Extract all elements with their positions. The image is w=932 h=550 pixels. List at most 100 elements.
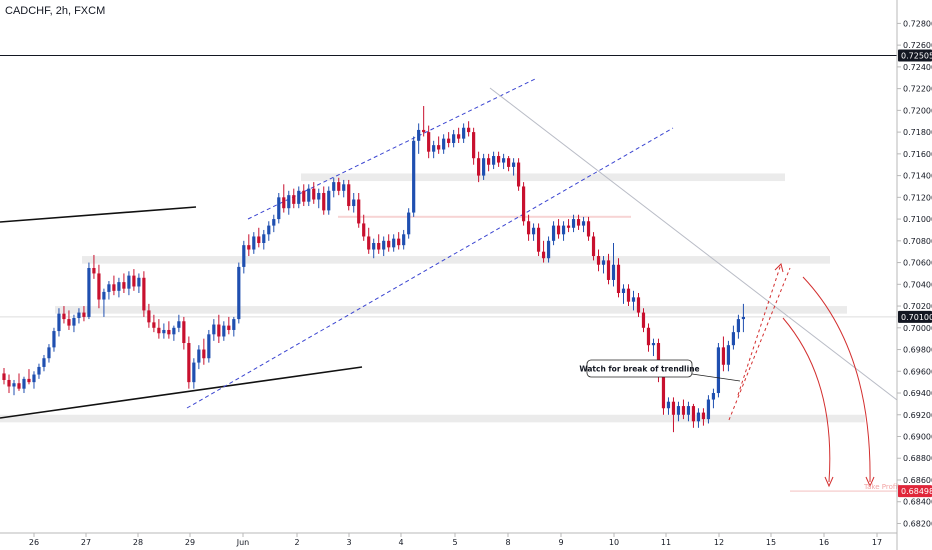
candle-body [681,406,686,415]
candle-body [497,156,501,163]
price-tag-label: 0.70100 [901,313,932,322]
note-callout-text: Watch for break of trendline [579,365,699,374]
candle [157,319,161,339]
candle-body [382,240,386,250]
time-tick-label: 8 [505,538,510,547]
candle [581,216,586,233]
candle [182,316,186,350]
candle-body [731,332,736,346]
candle-body [631,297,636,302]
candle-body [92,268,96,274]
candle-body [222,325,226,337]
candle-body [352,199,356,207]
candle [666,397,671,415]
candle [452,129,456,148]
candle [27,369,31,385]
candle [497,151,501,167]
projection-arc-inner [782,317,831,483]
candle-body [62,313,66,320]
candle-body [716,347,721,394]
candle-body [297,190,301,204]
candle [606,253,611,285]
candle-body [691,406,696,422]
candle-body [272,219,276,226]
candle-body [102,291,106,300]
annotations-layer: Take Profit Watch for break of trendline [579,263,900,492]
candle-body [372,242,376,250]
candle-body [706,399,711,420]
candle [187,336,191,389]
candle-body [332,182,336,191]
note-callout-box [586,359,693,378]
candle [322,186,326,215]
candle [467,121,471,137]
candle [686,401,691,422]
candle-body [397,238,401,246]
candle-body [107,284,111,292]
candle [676,401,681,422]
candle-body [312,188,316,200]
candle-body [52,331,56,348]
candle [681,399,686,420]
candle-body [721,347,726,365]
candle [646,323,651,352]
time-tick-label: 4 [398,538,403,547]
candle [586,216,591,241]
time-tick-label: 16 [819,538,829,547]
candle [721,336,726,372]
projection-arc-outer [802,276,871,483]
candle-body [7,379,11,387]
candle-body [427,132,431,152]
candle [397,232,401,250]
candle-body [462,127,466,139]
candle [297,186,301,209]
candle-body [536,227,541,252]
candle-body [262,234,266,243]
candle [412,136,416,217]
candle-body [686,406,691,415]
candle-body [267,225,271,235]
candle [92,254,96,279]
candle [636,293,641,317]
candle [556,219,561,239]
price-tag-label: 0.68498 [901,487,932,496]
candle [726,340,731,372]
candle [262,229,266,250]
candle-body [307,188,311,202]
candle-body [546,240,551,259]
candle [596,249,601,272]
candle-body [137,277,141,287]
candle-body [162,329,166,334]
candle [377,234,381,254]
time-tick-label: 17 [872,538,882,547]
candle-body [207,334,211,359]
candle [571,214,576,233]
candle-body [182,321,186,344]
candle [292,188,296,209]
candle [17,373,21,391]
candle-body [227,325,231,330]
price-tag-bg [898,485,932,498]
candle-body [477,158,481,176]
candle [302,184,306,207]
candle [207,329,211,363]
candle [631,290,636,311]
candle [42,354,46,372]
candle [442,134,446,154]
candle-body [452,134,456,143]
candle-body [407,212,411,235]
candle-body [432,145,436,152]
candle [551,221,556,246]
candle-body [42,358,46,367]
candle-body [636,297,641,313]
candle [72,314,76,333]
price-tag-bg [898,310,932,323]
